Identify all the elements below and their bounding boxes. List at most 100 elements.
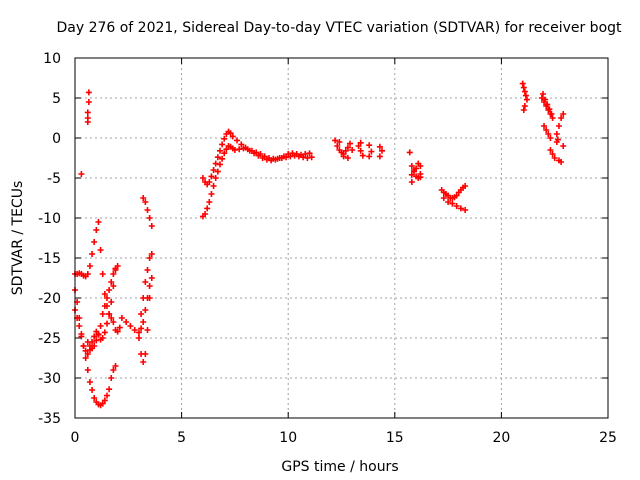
data-point: [219, 141, 226, 148]
y-tick-label: -15: [38, 251, 61, 267]
data-point: [135, 335, 142, 341]
data-point: [549, 115, 556, 121]
data-point: [142, 307, 149, 313]
y-tick-label: -10: [38, 211, 61, 227]
data-point: [103, 295, 110, 301]
data-point: [542, 96, 549, 103]
data-point: [229, 133, 236, 140]
data-point: [214, 168, 221, 175]
data-point: [449, 200, 456, 207]
data-point: [238, 141, 245, 148]
data-point: [216, 147, 223, 154]
data-point: [520, 107, 527, 113]
series-segment-k-18h: [438, 183, 469, 213]
data-point: [97, 247, 104, 253]
data-point: [82, 355, 89, 361]
data-point: [445, 199, 452, 205]
data-point: [89, 387, 96, 393]
data-point: [406, 149, 413, 156]
data-point: [519, 80, 526, 87]
data-point: [210, 167, 217, 173]
data-point: [357, 147, 364, 154]
chart-title: Day 276 of 2021, Sidereal Day-to-day VTE…: [56, 20, 622, 36]
y-tick-label: 0: [52, 131, 61, 147]
data-point: [148, 251, 155, 257]
data-point: [138, 311, 145, 317]
data-point: [366, 153, 373, 160]
axis-ticks: 0 5 10 15 20 25 -35 -30 -25 -20 -15 -10 -5 0 5 10: [38, 51, 617, 446]
data-point: [417, 163, 424, 169]
data-point: [560, 143, 567, 149]
data-point: [208, 173, 215, 180]
data-point: [538, 95, 545, 101]
y-tick-label: 10: [43, 51, 61, 67]
data-point: [413, 165, 420, 172]
data-point: [95, 219, 102, 225]
data-point: [110, 319, 117, 325]
data-point: [227, 130, 234, 137]
data-point: [366, 142, 373, 149]
data-point: [272, 156, 279, 163]
data-point: [123, 319, 130, 325]
data-point: [214, 154, 221, 161]
data-point: [408, 171, 415, 178]
data-point: [555, 123, 562, 129]
data-point: [103, 392, 110, 399]
data-point: [539, 91, 546, 97]
data-point: [251, 150, 258, 157]
data-point: [108, 279, 115, 285]
data-point: [342, 147, 349, 154]
data-point: [78, 171, 85, 177]
x-tick-label: 5: [177, 430, 186, 446]
data-point: [101, 303, 108, 309]
y-tick-label: 5: [52, 91, 61, 107]
plot-frame: [74, 57, 609, 419]
data-point: [91, 395, 98, 401]
data-point: [558, 115, 565, 121]
data-point: [462, 207, 469, 213]
data-point: [560, 111, 567, 117]
data-point: [523, 96, 530, 103]
data-point: [208, 191, 215, 197]
y-tick-label: -35: [38, 411, 61, 427]
data-point: [93, 227, 100, 233]
data-point: [101, 329, 108, 336]
data-point: [549, 151, 556, 157]
data-point: [146, 283, 153, 289]
data-point: [108, 375, 115, 381]
data-point: [344, 144, 351, 151]
x-axis-label: GPS time / hours: [281, 459, 398, 475]
data-point: [408, 179, 415, 185]
data-point: [520, 84, 527, 91]
data-point: [116, 324, 123, 331]
data-point: [118, 315, 125, 321]
data-point: [144, 207, 151, 213]
data-point: [76, 315, 83, 321]
data-point: [84, 271, 91, 277]
data-point: [199, 175, 206, 181]
data-point: [553, 131, 560, 137]
data-point: [462, 183, 469, 189]
data-point: [357, 139, 364, 146]
data-point: [99, 311, 106, 317]
series-segment-j-16h: [406, 149, 424, 185]
data-point: [95, 331, 102, 337]
data-point: [453, 203, 460, 209]
data-point: [142, 199, 149, 205]
data-point: [212, 175, 219, 181]
data-point: [91, 239, 98, 245]
data-point: [332, 137, 339, 144]
y-tick-label: -25: [38, 331, 61, 347]
data-point: [146, 215, 153, 221]
series-segment-m-22h: [538, 91, 556, 141]
data-point: [522, 92, 529, 99]
data-point: [86, 379, 93, 385]
data-point: [219, 155, 226, 162]
data-point: [368, 148, 375, 155]
data-point: [99, 400, 106, 407]
data-point: [135, 329, 142, 336]
data-point: [103, 320, 110, 327]
series-segment-h-main-upper: [199, 128, 313, 188]
data-point: [210, 183, 217, 189]
